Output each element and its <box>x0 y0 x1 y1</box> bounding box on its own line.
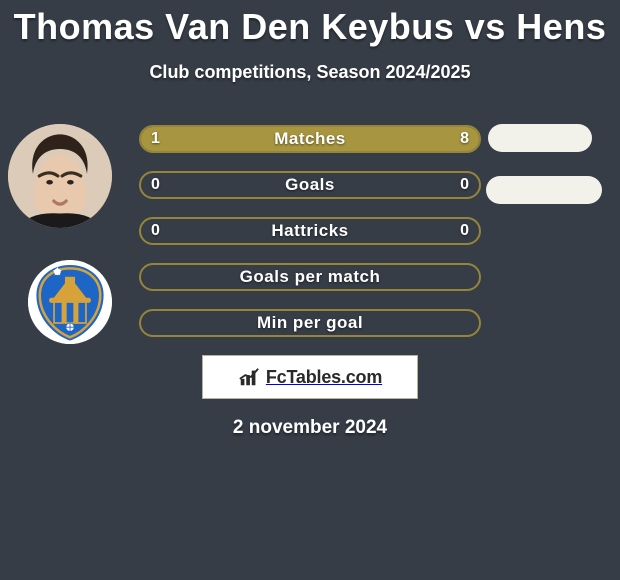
brand-link[interactable]: FcTables.com <box>202 355 418 399</box>
stat-right-value: 0 <box>460 219 469 243</box>
stat-label: Hattricks <box>141 219 479 243</box>
club-crest <box>28 260 112 344</box>
stat-row-hattricks: 0 Hattricks 0 <box>139 217 481 245</box>
player1-form-pill <box>488 124 592 152</box>
stat-row-goals: 0 Goals 0 <box>139 171 481 199</box>
stat-right-value: 8 <box>460 127 469 151</box>
stat-row-goals-per-match: Goals per match <box>139 263 481 291</box>
stat-row-min-per-goal: Min per goal <box>139 309 481 337</box>
page-title: Thomas Van Den Keybus vs Hens <box>0 0 620 48</box>
page-subtitle: Club competitions, Season 2024/2025 <box>0 62 620 83</box>
snapshot-date: 2 november 2024 <box>0 417 620 439</box>
stat-label: Goals <box>141 173 479 197</box>
stat-label: Min per goal <box>141 311 479 335</box>
stat-label: Goals per match <box>141 265 479 289</box>
brand-chart-icon <box>238 366 260 388</box>
stat-right-value: 0 <box>460 173 469 197</box>
player1-avatar <box>8 124 112 228</box>
stat-label: Matches <box>141 127 479 151</box>
player2-form-pill <box>486 176 602 204</box>
stat-row-matches: 1 Matches 8 <box>139 125 481 153</box>
brand-text: FcTables.com <box>266 367 382 388</box>
